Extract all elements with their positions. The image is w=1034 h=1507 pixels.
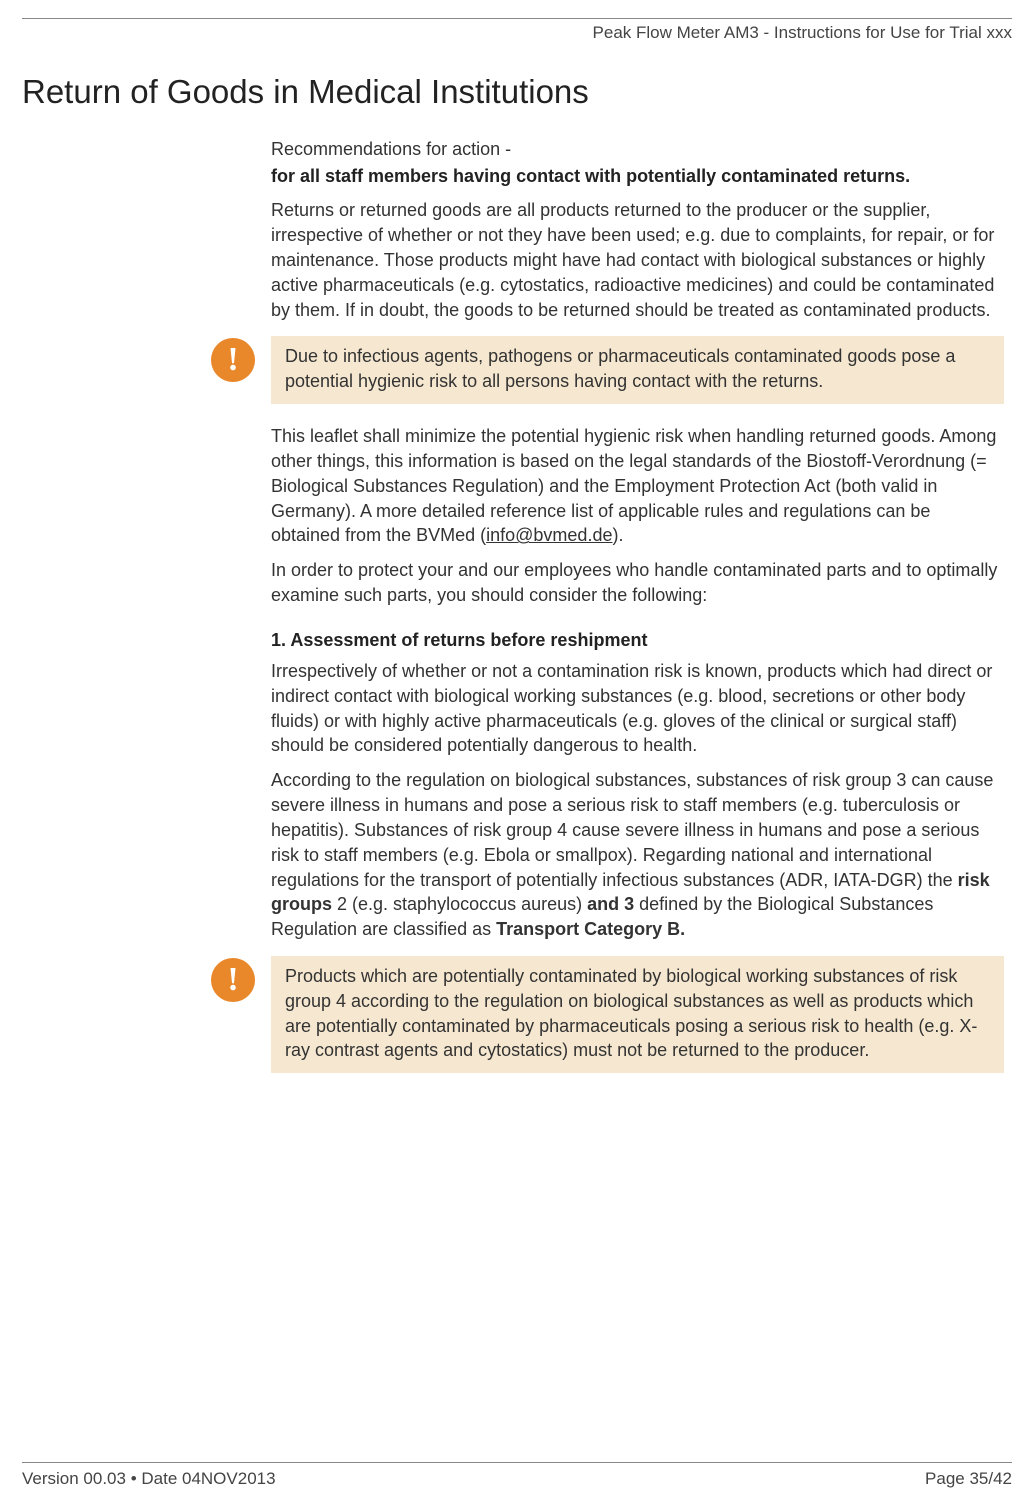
footer-rule xyxy=(22,1462,1012,1463)
section-1-para-1: Irrespectively of whether or not a conta… xyxy=(271,659,1004,758)
warning-icon: ! xyxy=(211,338,255,382)
paragraph-1: Returns or returned goods are all produc… xyxy=(271,198,1004,322)
email-link[interactable]: info@bvmed.de xyxy=(486,525,612,545)
s1p2-bold-2: and 3 xyxy=(587,894,634,914)
footer-version: Version 00.03 • Date 04NOV2013 xyxy=(22,1469,276,1489)
intro-line: Recommendations for action - xyxy=(271,139,1004,160)
intro-bold: for all staff members having contact wit… xyxy=(271,164,1004,188)
paragraph-3: In order to protect your and our employe… xyxy=(271,558,1004,608)
exclamation-icon: ! xyxy=(227,963,238,997)
header-right: Peak Flow Meter AM3 - Instructions for U… xyxy=(22,23,1012,43)
warning-icon: ! xyxy=(211,958,255,1002)
exclamation-icon: ! xyxy=(227,343,238,377)
s1p2-part-c: 2 (e.g. staphylococcus aureus) xyxy=(332,894,587,914)
page-footer: Version 00.03 • Date 04NOV2013 Page 35/4… xyxy=(22,1462,1012,1489)
s1p2-part-a: According to the regulation on biologica… xyxy=(271,770,993,889)
warning-callout-1: ! Due to infectious agents, pathogens or… xyxy=(211,336,1004,404)
warning-text-1: Due to infectious agents, pathogens or p… xyxy=(271,336,1004,404)
footer-page-number: Page 35/42 xyxy=(925,1469,1012,1489)
paragraph-2a: This leaflet shall minimize the potentia… xyxy=(271,426,996,545)
page-title: Return of Goods in Medical Institutions xyxy=(22,73,1012,111)
main-content: Recommendations for action - for all sta… xyxy=(271,139,1004,1073)
section-1-heading: 1. Assessment of returns before reshipme… xyxy=(271,630,1004,651)
header-rule xyxy=(22,18,1012,19)
warning-callout-2: ! Products which are potentially contami… xyxy=(211,956,1004,1073)
warning-text-2: Products which are potentially contamina… xyxy=(271,956,1004,1073)
s1p2-bold-3: Transport Category B. xyxy=(496,919,685,939)
paragraph-2: This leaflet shall minimize the potentia… xyxy=(271,424,1004,548)
paragraph-2b: ). xyxy=(612,525,623,545)
section-1-para-2: According to the regulation on biologica… xyxy=(271,768,1004,942)
